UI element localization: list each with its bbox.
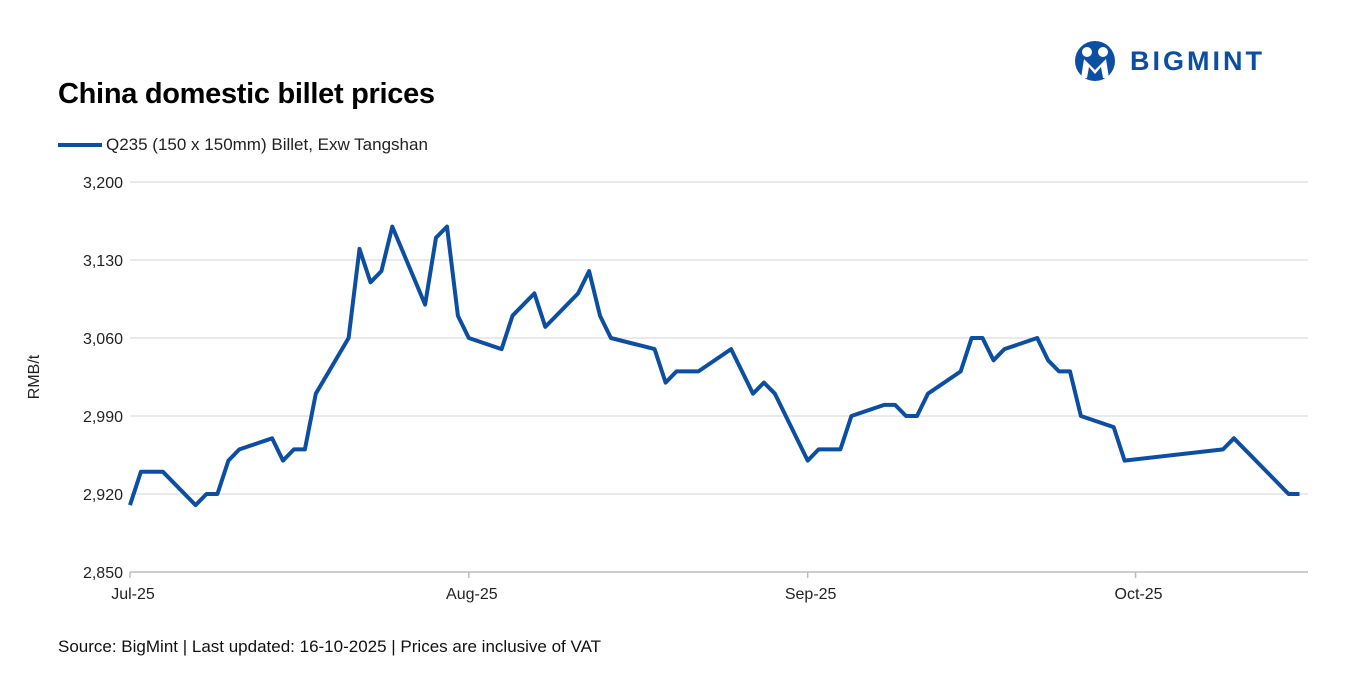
y-tick-label: 2,990 — [83, 409, 123, 426]
legend: Q235 (150 x 150mm) Billet, Exw Tangshan — [58, 135, 428, 155]
y-tick-label: 2,850 — [83, 565, 123, 582]
x-tick-label: Oct-25 — [1115, 586, 1163, 603]
y-tick-label: 2,920 — [83, 487, 123, 504]
chart-title: China domestic billet prices — [58, 78, 435, 110]
y-axis-label: RMB/t — [26, 354, 43, 399]
x-tick-label: Sep-25 — [785, 586, 837, 603]
bigmint-logo: BIGMINT — [1072, 40, 1265, 82]
legend-swatch — [58, 143, 102, 147]
source-note: Source: BigMint | Last updated: 16-10-20… — [58, 637, 602, 656]
series-line — [128, 224, 1300, 508]
y-tick-label: 3,200 — [83, 175, 123, 192]
x-tick-label: Jul-25 — [111, 586, 155, 603]
logo-text: BIGMINT — [1130, 45, 1265, 76]
bigmint-logo-icon — [1075, 41, 1115, 81]
x-tick-label: Aug-25 — [446, 586, 498, 603]
y-tick-label: 3,130 — [83, 253, 123, 270]
legend-label: Q235 (150 x 150mm) Billet, Exw Tangshan — [106, 135, 428, 154]
y-tick-label: 3,060 — [83, 331, 123, 348]
